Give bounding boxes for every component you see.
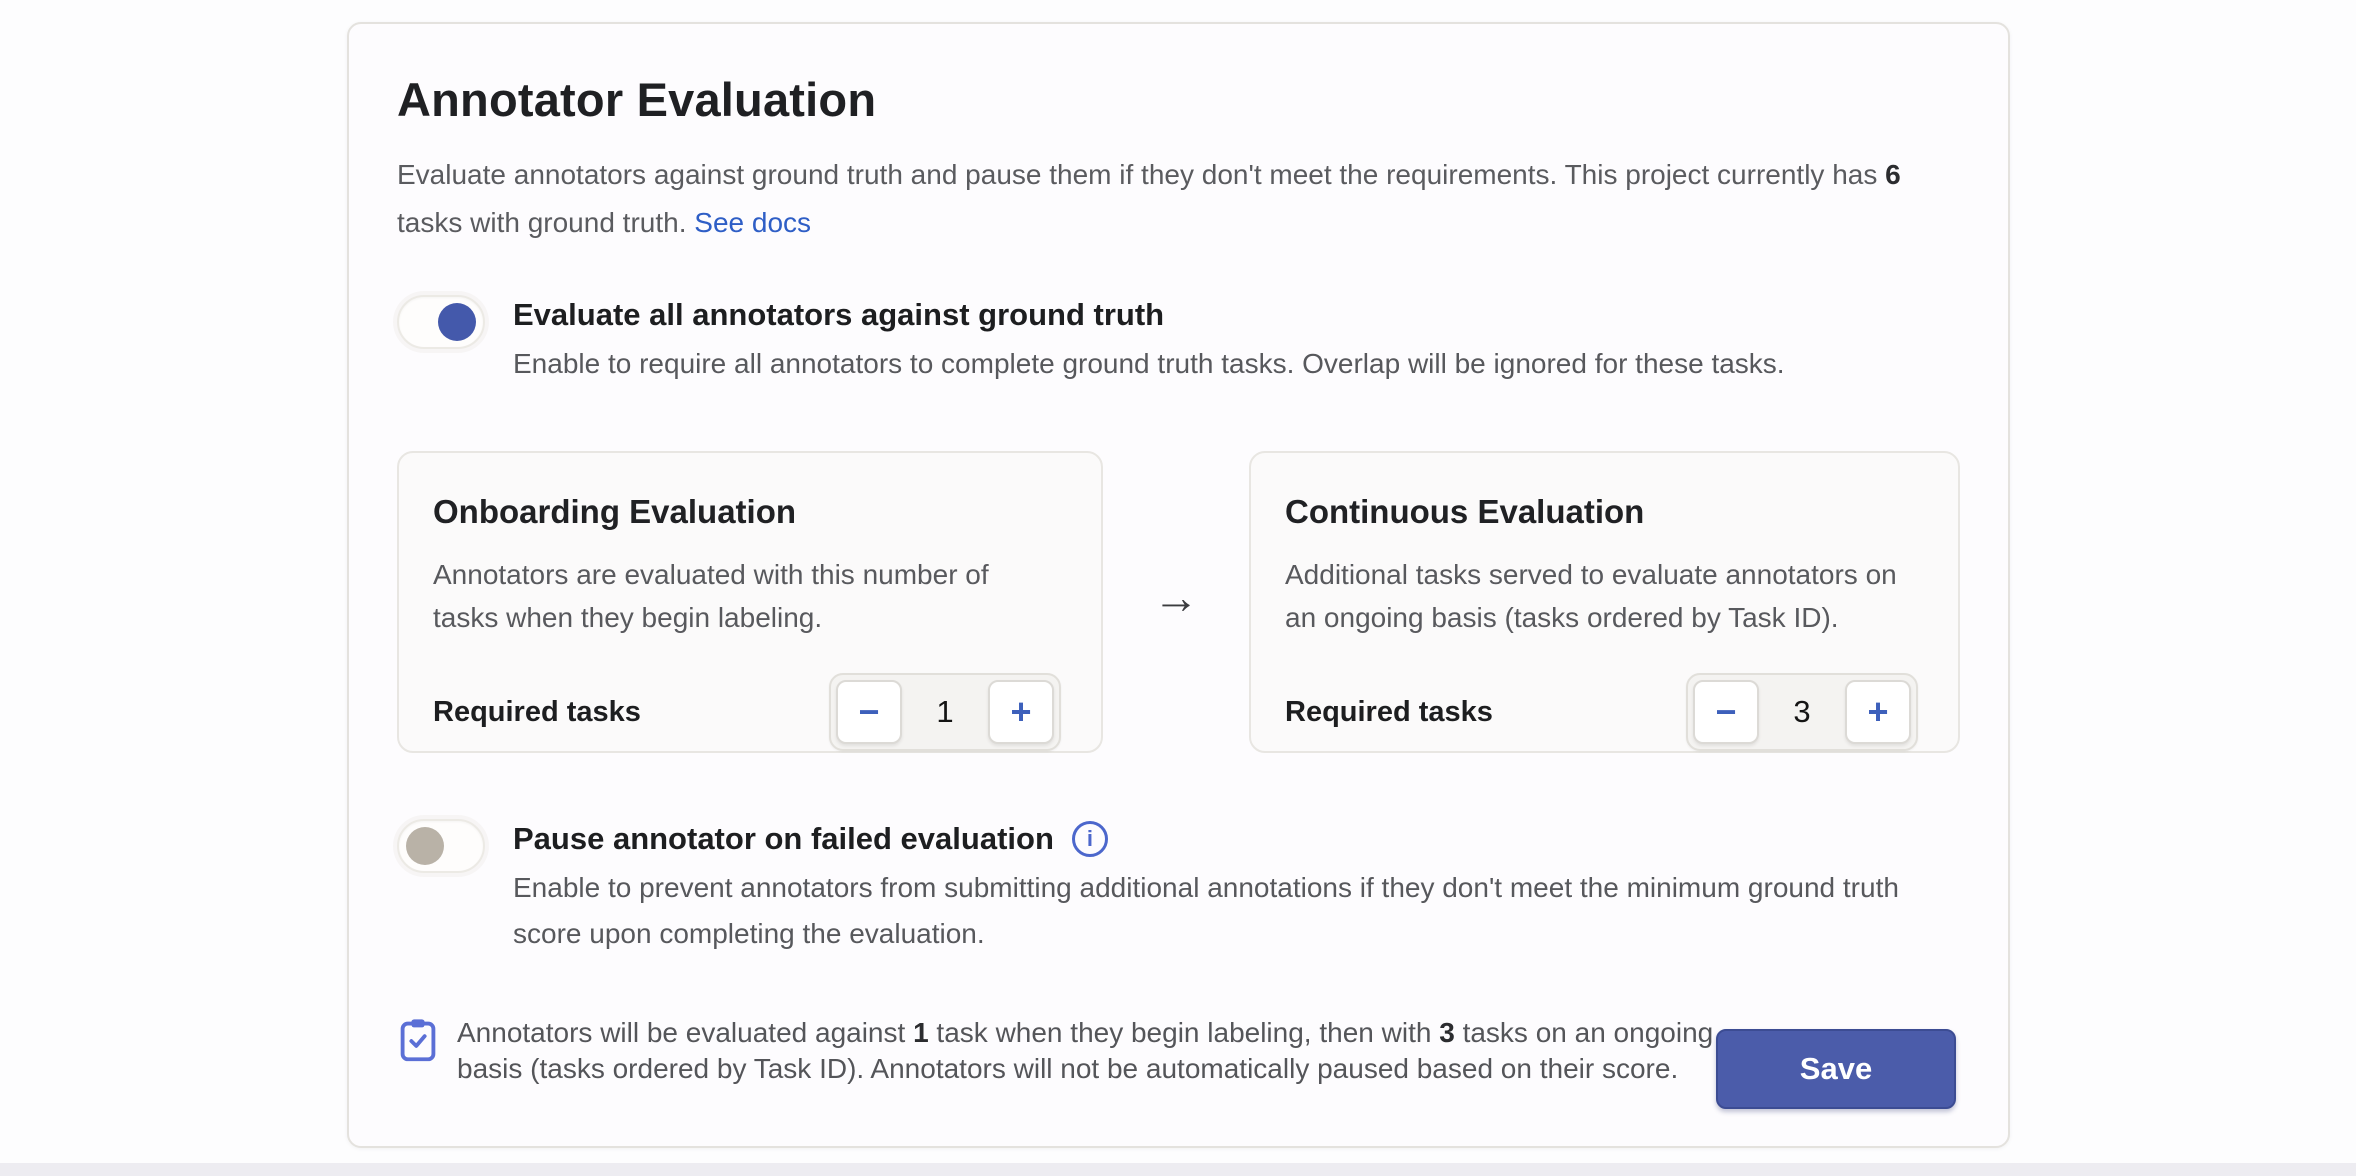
evaluate-all-toggle[interactable] xyxy=(397,295,485,349)
arrow-right-icon: → xyxy=(1153,571,1199,623)
continuous-required-tasks-label: Required tasks xyxy=(1285,695,1493,728)
evaluate-all-toggle-description: Enable to require all annotators to comp… xyxy=(513,348,1785,379)
info-icon[interactable]: i xyxy=(1071,821,1108,857)
onboarding-required-tasks-stepper: − 1 + xyxy=(829,673,1061,751)
plus-icon: + xyxy=(1010,691,1032,732)
toggle-knob xyxy=(438,303,476,341)
onboarding-increment-button[interactable]: + xyxy=(988,680,1054,744)
pause-annotator-toggle-description: Enable to prevent annotators from submit… xyxy=(513,872,1899,949)
evaluation-cards-row: Onboarding Evaluation Annotators are eva… xyxy=(397,451,1960,753)
minus-icon: − xyxy=(1715,691,1737,732)
onboarding-card-description: Annotators are evaluated with this numbe… xyxy=(433,559,989,633)
note-onboarding-count: 1 xyxy=(913,1017,929,1048)
see-docs-link[interactable]: See docs xyxy=(694,207,812,238)
onboarding-required-tasks-value[interactable]: 1 xyxy=(936,694,954,729)
continuous-required-tasks-stepper: − 3 + xyxy=(1686,673,1918,751)
subtitle-text-2: tasks with ground truth. xyxy=(397,207,695,238)
continuous-required-tasks-value[interactable]: 3 xyxy=(1793,694,1811,729)
minus-icon: − xyxy=(858,691,880,732)
pause-annotator-toggle[interactable] xyxy=(397,819,485,873)
page-subtitle: Evaluate annotators against ground truth… xyxy=(397,151,1942,247)
onboarding-required-tasks-field: Required tasks − 1 + xyxy=(433,673,1061,751)
plus-icon: + xyxy=(1867,691,1889,732)
continuous-increment-button[interactable]: + xyxy=(1845,680,1911,744)
continuous-card-title: Continuous Evaluation xyxy=(1285,493,1645,530)
toggle-knob xyxy=(406,827,444,865)
annotator-evaluation-panel: Annotator Evaluation Evaluate annotators… xyxy=(347,22,2010,1148)
evaluate-all-toggle-text: Evaluate all annotators against ground t… xyxy=(513,293,1785,387)
pause-annotator-toggle-label: Pause annotator on failed evaluation xyxy=(513,821,1054,856)
save-button[interactable]: Save xyxy=(1716,1029,1956,1109)
continuous-card-description: Additional tasks served to evaluate anno… xyxy=(1285,559,1897,633)
pause-annotator-toggle-text: Pause annotator on failed evaluation i E… xyxy=(513,817,1943,957)
onboarding-required-tasks-label: Required tasks xyxy=(433,695,641,728)
evaluate-all-toggle-label: Evaluate all annotators against ground t… xyxy=(513,297,1165,332)
page-title: Annotator Evaluation xyxy=(397,73,877,126)
onboarding-decrement-button[interactable]: − xyxy=(836,680,902,744)
bottom-edge xyxy=(0,1163,2356,1176)
subtitle-text-1: Evaluate annotators against ground truth… xyxy=(397,159,1886,190)
ground-truth-task-count: 6 xyxy=(1885,159,1901,190)
note-text-1: Annotators will be evaluated against xyxy=(457,1017,914,1048)
summary-note-text: Annotators will be evaluated against 1 t… xyxy=(457,1015,1716,1087)
onboarding-card-title: Onboarding Evaluation xyxy=(433,493,797,530)
evaluate-all-toggle-row: Evaluate all annotators against ground t… xyxy=(397,293,1960,387)
clipboard-check-icon xyxy=(397,1017,439,1068)
onboarding-evaluation-card: Onboarding Evaluation Annotators are eva… xyxy=(397,451,1103,753)
footer-row: Annotators will be evaluated against 1 t… xyxy=(397,1015,1960,1109)
continuous-evaluation-card: Continuous Evaluation Additional tasks s… xyxy=(1249,451,1960,753)
continuous-required-tasks-field: Required tasks − 3 + xyxy=(1285,673,1918,751)
note-text-3: tasks on an ongoing basis (tasks ordered… xyxy=(457,1017,1714,1084)
note-continuous-count: 3 xyxy=(1439,1017,1455,1048)
continuous-decrement-button[interactable]: − xyxy=(1693,680,1759,744)
summary-note: Annotators will be evaluated against 1 t… xyxy=(397,1015,1716,1087)
note-text-2: task when they begin labeling, then with xyxy=(928,1017,1440,1048)
pause-annotator-toggle-row: Pause annotator on failed evaluation i E… xyxy=(397,817,1960,957)
